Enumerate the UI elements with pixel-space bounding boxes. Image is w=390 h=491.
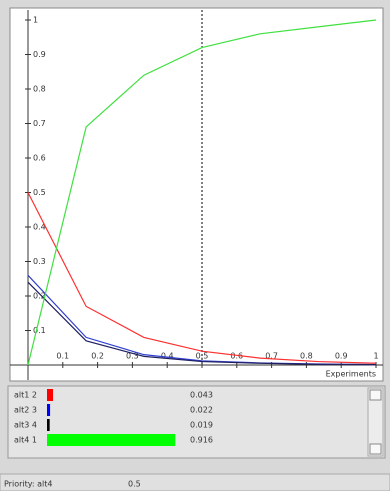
y-tick-label: 0.2 xyxy=(33,292,46,301)
row-value: 0.043 xyxy=(190,391,213,400)
x-tick-label: 0.9 xyxy=(335,352,348,361)
y-tick-label: 0.7 xyxy=(33,119,46,128)
row-label: alt2 3 xyxy=(14,406,37,415)
series-line xyxy=(27,192,377,364)
scroll-down[interactable] xyxy=(369,443,382,455)
y-tick-label: 0.6 xyxy=(33,154,46,163)
row-bar xyxy=(47,389,54,401)
status-bar xyxy=(0,473,390,491)
x-tick-label: 0.6 xyxy=(230,352,243,361)
series-line xyxy=(27,19,377,366)
y-tick-label: 0.8 xyxy=(33,85,46,94)
y-tick-label: 1 xyxy=(33,16,38,25)
row-value: 0.019 xyxy=(190,421,213,430)
status-value: 0.5 xyxy=(128,480,141,489)
row-bar xyxy=(47,404,51,416)
x-tick-label: 0.1 xyxy=(56,352,69,361)
series-line xyxy=(27,281,377,366)
row-label: alt4 1 xyxy=(14,436,37,445)
y-tick-label: 0.1 xyxy=(33,326,46,335)
y-tick-label: 0.9 xyxy=(33,50,46,59)
scroll-up[interactable] xyxy=(369,389,382,401)
x-tick-label: 0.8 xyxy=(300,352,313,361)
x-axis-label: Experiments xyxy=(326,370,376,379)
row-label: alt1 2 xyxy=(14,391,37,400)
plot-frame xyxy=(9,7,384,382)
status-label: Priority: alt4 xyxy=(4,480,52,489)
y-tick-label: 0.5 xyxy=(33,188,46,197)
x-tick-label: 0.2 xyxy=(91,352,104,361)
row-bar xyxy=(47,434,176,446)
row-value: 0.916 xyxy=(190,436,213,445)
x-tick-label: 0.5 xyxy=(196,352,209,361)
x-tick-label: 1 xyxy=(373,352,378,361)
y-tick-label: 0.3 xyxy=(33,257,46,266)
x-tick-label: 0.7 xyxy=(265,352,278,361)
x-tick-label: 0.3 xyxy=(126,352,139,361)
row-bar xyxy=(47,419,50,431)
y-tick-label: 0.4 xyxy=(33,223,46,232)
row-value: 0.022 xyxy=(190,406,213,415)
row-label: alt3 4 xyxy=(14,421,37,430)
scrollbar[interactable] xyxy=(367,387,384,457)
x-tick-label: 0.4 xyxy=(161,352,174,361)
